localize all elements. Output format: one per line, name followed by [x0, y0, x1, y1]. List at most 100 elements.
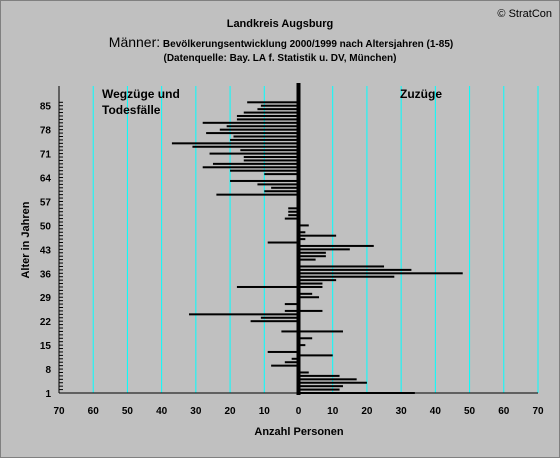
grid-lines — [58, 86, 539, 393]
bar-zuzuege-age-43 — [298, 248, 350, 251]
y-tick-label: 29 — [40, 293, 52, 304]
y-tick-label: 57 — [40, 197, 52, 208]
y-tick-label: 36 — [40, 269, 52, 280]
y-tick-labels: 1 8 15 22 29 36 43 50 57 64 71 78 85 — [40, 102, 52, 400]
bar-zuzuege-age-41 — [298, 255, 326, 258]
bar-zuzuege-age-6 — [298, 374, 340, 377]
bar-wegzuege-age-23 — [260, 316, 299, 319]
bar-wegzuege-age-52 — [284, 217, 299, 220]
bar-zuzuege-age-32 — [298, 285, 323, 288]
bar-zuzuege-age-48 — [298, 231, 306, 234]
bar-wegzuege-age-11 — [291, 357, 299, 360]
bar-wegzuege-age-13 — [267, 350, 299, 353]
bar-wegzuege-age-9 — [271, 364, 299, 367]
bar-zuzuege-age-35 — [298, 275, 395, 278]
bar-wegzuege-age-45 — [267, 241, 299, 244]
bar-zuzuege-age-29 — [298, 296, 320, 299]
bar-wegzuege-age-27 — [284, 303, 299, 306]
annotation-zuzuege: Zuzüge — [400, 87, 442, 101]
x-tick-label: 60 — [498, 406, 510, 417]
bar-wegzuege-age-65 — [264, 173, 299, 176]
bar-zuzuege-age-5 — [298, 378, 357, 381]
x-tick-label: 40 — [156, 406, 168, 417]
bar-wegzuege-age-22 — [250, 320, 299, 323]
bar-wegzuege-age-74 — [171, 142, 299, 145]
bar-wegzuege-age-25 — [284, 309, 299, 312]
bar-zuzuege-age-36 — [298, 272, 463, 275]
bar-wegzuege-age-19 — [281, 330, 299, 333]
bar-zuzuege-age-17 — [298, 337, 313, 340]
annotation-wegzuege-line2: Todesfälle — [102, 103, 161, 117]
x-tick-label: 10 — [259, 406, 271, 417]
bar-wegzuege-age-86 — [247, 101, 299, 104]
bar-zuzuege-age-19 — [298, 330, 343, 333]
x-tick-label: 40 — [430, 406, 442, 417]
y-tick-label: 85 — [40, 102, 52, 113]
x-tick-label: 10 — [327, 406, 339, 417]
bar-wegzuege-age-69 — [243, 159, 299, 162]
bar-wegzuege-age-79 — [226, 125, 299, 128]
x-tick-labels: 70 60 50 40 30 20 10 0 10 20 30 40 50 60 70 — [53, 406, 544, 417]
y-tick-label: 71 — [40, 150, 52, 161]
bar-wegzuege-age-54 — [288, 210, 299, 213]
annotation-wegzuege-line1: Wegzüge und — [102, 87, 180, 101]
x-tick-label: 60 — [88, 406, 100, 417]
bar-wegzuege-age-53 — [288, 214, 299, 217]
bar-zuzuege-age-4 — [298, 381, 367, 384]
bar-zuzuege-age-38 — [298, 265, 385, 268]
bar-zuzuege-age-37 — [298, 268, 412, 271]
bar-wegzuege-age-24 — [189, 313, 299, 316]
bar-wegzuege-age-75 — [230, 138, 299, 141]
bar-zuzuege-age-33 — [298, 282, 323, 285]
y-tick-label: 78 — [40, 126, 52, 137]
bar-wegzuege-age-63 — [230, 179, 299, 182]
bar-wegzuege-age-76 — [233, 135, 299, 138]
x-tick-label: 70 — [53, 406, 65, 417]
bar-wegzuege-age-77 — [206, 132, 299, 135]
x-tick-label: 70 — [532, 406, 544, 417]
x-tick-label: 30 — [396, 406, 408, 417]
bar-wegzuege-age-60 — [264, 190, 299, 193]
subtitle-description: Bevölkerungsentwicklung 2000/1999 nach A… — [160, 39, 453, 50]
bar-wegzuege-age-55 — [288, 207, 299, 210]
bar-wegzuege-age-85 — [260, 104, 299, 107]
bar-wegzuege-age-68 — [212, 162, 299, 165]
bar-wegzuege-age-72 — [240, 149, 299, 152]
bar-zuzuege-age-44 — [298, 244, 374, 247]
subtitle-gender: Männer: — [109, 34, 160, 50]
x-tick-label: 20 — [225, 406, 237, 417]
y-tick-label: 64 — [40, 174, 52, 185]
bar-zuzuege-age-2 — [298, 388, 340, 391]
bar-zuzuege-age-47 — [298, 234, 337, 237]
bar-wegzuege-age-32 — [236, 285, 299, 288]
axes-group — [58, 83, 538, 395]
bar-wegzuege-age-84 — [257, 108, 299, 111]
x-tick-label: 50 — [122, 406, 134, 417]
bar-zuzuege-age-40 — [298, 258, 316, 261]
y-tick-label: 22 — [40, 317, 52, 328]
y-tick-label: 50 — [40, 221, 52, 232]
y-tick-label: 8 — [45, 365, 51, 376]
bar-zuzuege-age-25 — [298, 309, 323, 312]
x-tick-label: 20 — [361, 406, 373, 417]
bar-zuzuege-age-46 — [298, 238, 306, 241]
bar-wegzuege-age-67 — [202, 166, 299, 169]
bar-zuzuege-age-30 — [298, 292, 313, 295]
bar-wegzuege-age-83 — [243, 111, 299, 114]
bar-zuzuege-age-42 — [298, 251, 326, 254]
bar-wegzuege-age-82 — [236, 114, 299, 117]
bar-wegzuege-age-80 — [202, 121, 299, 124]
x-tick-label: 30 — [190, 406, 202, 417]
x-axis-title: Anzahl Personen — [254, 426, 344, 438]
bar-wegzuege-age-62 — [257, 183, 299, 186]
bar-wegzuege-age-73 — [192, 145, 299, 148]
bar-wegzuege-age-10 — [284, 361, 299, 364]
bar-zuzuege-age-50 — [298, 224, 309, 227]
bar-zuzuege-age-12 — [298, 354, 333, 357]
y-tick-label: 15 — [40, 341, 52, 352]
bar-wegzuege-age-78 — [219, 128, 299, 131]
chart-title: Landkreis Augsburg — [227, 18, 334, 30]
bar-wegzuege-age-70 — [243, 156, 299, 159]
